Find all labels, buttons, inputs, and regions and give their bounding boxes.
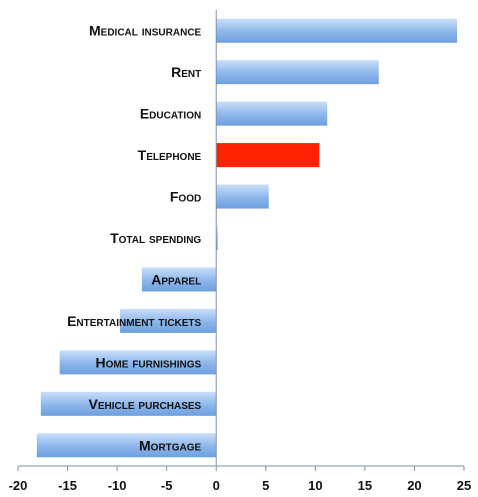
bar-apparel: [141, 267, 217, 292]
x-tick-label: -15: [58, 478, 77, 493]
category-label-food: Food: [170, 189, 201, 205]
category-label-mortgage: Mortgage: [139, 437, 202, 453]
category-label-entertainment-tickets: Entertainment tickets: [67, 313, 201, 329]
bar-food: [216, 184, 269, 209]
bar-medical-insurance: [216, 18, 458, 43]
bar-home-furnishings: [59, 350, 217, 375]
x-tick-label: 5: [262, 478, 269, 493]
category-label-apparel: Apparel: [151, 271, 201, 287]
category-label-education: Education: [140, 106, 201, 122]
bar-entertainment-tickets: [120, 308, 217, 333]
category-label-rent: Rent: [171, 64, 201, 80]
category-label-vehicle-purchases: Vehicle purchases: [89, 396, 202, 412]
x-tick-label: -10: [108, 478, 127, 493]
bar-mortgage: [36, 433, 217, 458]
bar-telephone: [216, 143, 320, 168]
category-label-home-furnishings: Home furnishings: [96, 354, 202, 370]
category-label-total-spending: Total spending: [110, 230, 201, 246]
bar-education: [216, 101, 328, 126]
category-label-medical-insurance: Medical insurance: [89, 23, 202, 39]
bar-vehicle-purchases: [40, 391, 217, 416]
x-tick-label: -20: [9, 478, 28, 493]
x-tick-label: 0: [213, 478, 220, 493]
bar-rent: [216, 60, 379, 85]
bar-total-spending: [216, 225, 218, 251]
x-tick-label: 15: [358, 478, 372, 493]
x-tick-label: -5: [161, 478, 173, 493]
category-label-telephone: Telephone: [138, 147, 202, 163]
x-tick-label: 20: [407, 478, 421, 493]
x-tick-label: 10: [308, 478, 322, 493]
x-tick-label: 25: [457, 478, 471, 493]
